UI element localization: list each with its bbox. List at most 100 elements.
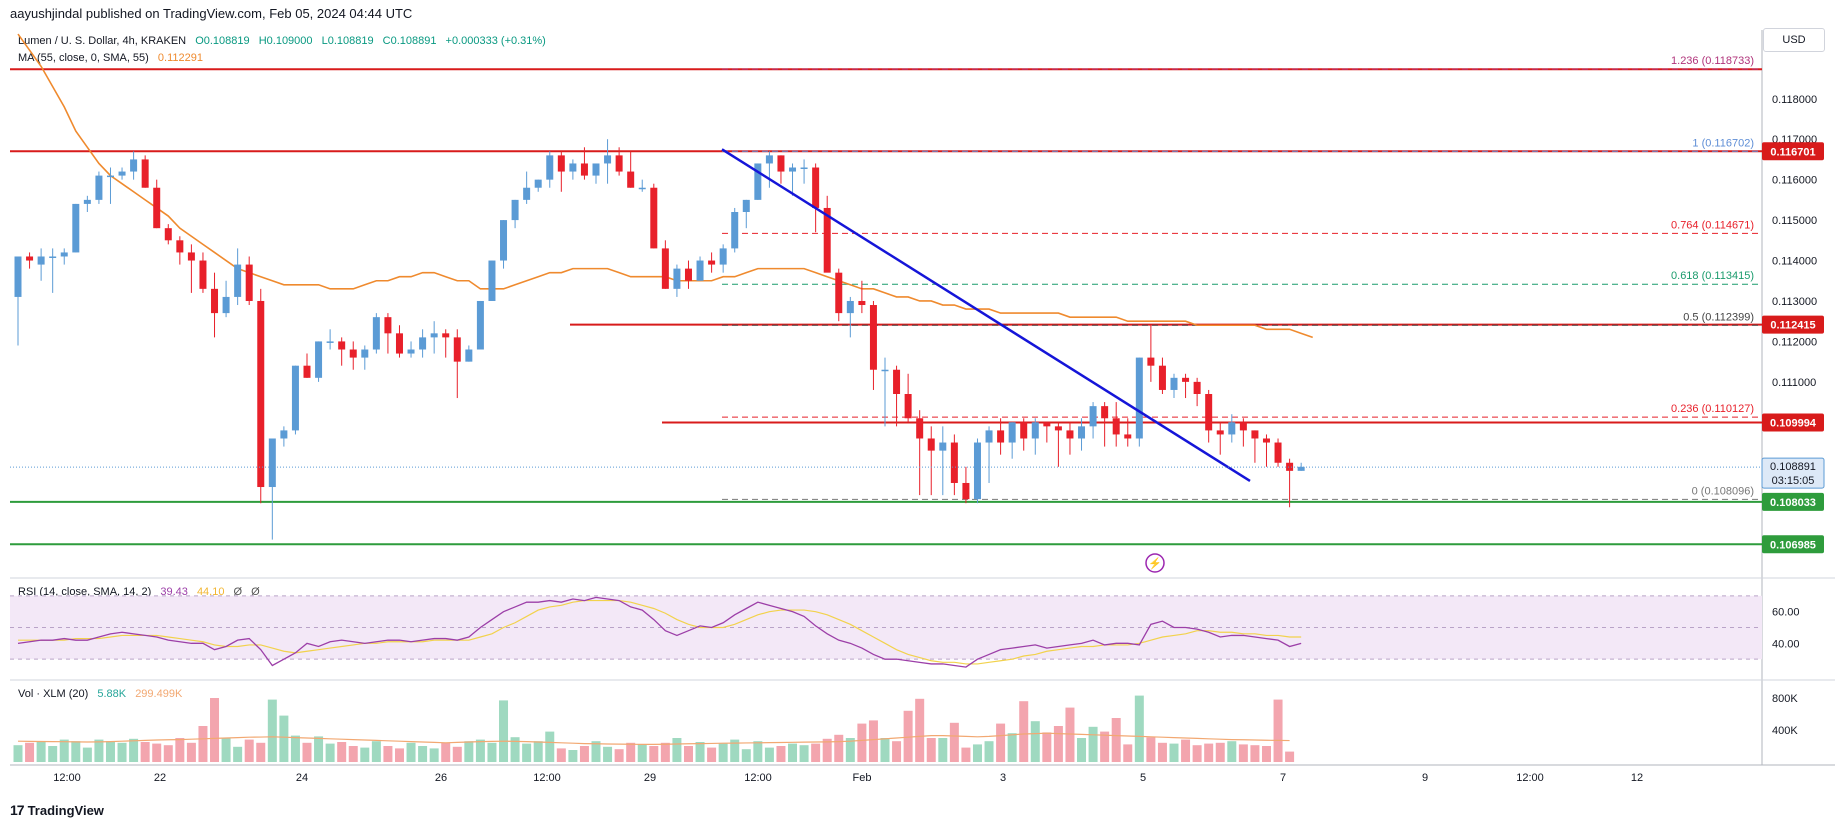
candle-body xyxy=(1124,434,1132,439)
volume-tick-label: 400K xyxy=(1772,725,1798,737)
candle-body xyxy=(118,171,126,176)
volume-bar xyxy=(753,741,763,762)
candle-body xyxy=(211,288,219,314)
candle-body xyxy=(823,207,831,273)
volume-bar xyxy=(1123,744,1133,762)
volume-bar xyxy=(348,746,358,762)
level-price-tag-text: 0.108033 xyxy=(1770,497,1816,509)
volume-bar xyxy=(314,736,324,762)
candle-body xyxy=(893,369,901,394)
tradingview-logo-icon: 17 xyxy=(10,802,25,818)
level-price-tag-text: 0.109994 xyxy=(1770,418,1817,430)
volume-bar xyxy=(1261,746,1271,762)
fib-level-label: 0.764 (0.114671) xyxy=(1671,219,1754,231)
candle-body xyxy=(1205,394,1213,431)
volume-bar xyxy=(1273,699,1283,762)
volume-bar xyxy=(1192,745,1202,762)
volume-bar xyxy=(140,742,150,762)
candle-body xyxy=(153,187,161,229)
ohlc-close: C0.108891 xyxy=(382,35,437,47)
candle-body xyxy=(962,482,970,500)
candle-body xyxy=(777,155,785,172)
volume-bar xyxy=(221,738,231,762)
price-tick-label: 0.116000 xyxy=(1772,175,1817,187)
candle-body xyxy=(754,163,762,200)
volume-bar xyxy=(394,748,404,762)
candle-body xyxy=(1239,422,1247,431)
candle-body xyxy=(95,175,103,200)
candle-body xyxy=(488,260,496,301)
volume-bar xyxy=(59,739,69,762)
candle-body xyxy=(950,442,958,483)
bar-countdown: 03:15:05 xyxy=(1772,475,1815,487)
volume-bar xyxy=(834,734,844,762)
volume-bar xyxy=(614,749,624,762)
volume-bar xyxy=(626,742,636,762)
rsi-value: 39.43 xyxy=(160,586,188,598)
volume-bar xyxy=(279,715,289,762)
time-tick-label: 12:00 xyxy=(744,772,772,784)
candle-body xyxy=(26,256,34,261)
volume-bar xyxy=(105,741,115,762)
candle-body xyxy=(1262,438,1270,443)
currency-button[interactable]: USD xyxy=(1763,28,1825,52)
candle-body xyxy=(1078,426,1086,439)
candle-body xyxy=(627,171,635,188)
volume-bar xyxy=(730,739,740,762)
volume-bar xyxy=(1227,741,1237,762)
time-tick-label: 12:00 xyxy=(533,772,561,784)
volume-bar xyxy=(210,698,220,762)
time-tick-label: 3 xyxy=(1000,772,1006,784)
volume-bar xyxy=(1030,721,1040,762)
volume-bar xyxy=(857,723,867,762)
volume-bar xyxy=(152,743,162,762)
volume-bar xyxy=(163,745,173,762)
candle-body xyxy=(176,240,184,253)
volume-bar xyxy=(695,742,705,762)
volume-bar xyxy=(487,742,497,762)
volume-bar xyxy=(1215,742,1225,762)
ohlc-open: O0.108819 xyxy=(195,35,250,47)
candle-body xyxy=(696,260,704,281)
candle-body xyxy=(14,256,22,297)
ohlc-change: +0.000333 (+0.31%) xyxy=(445,35,546,47)
candle-body xyxy=(453,337,461,362)
time-tick-label: 29 xyxy=(644,772,656,784)
candle-body xyxy=(1031,422,1039,439)
candle-body xyxy=(164,228,172,241)
candle-body xyxy=(361,349,369,358)
volume-bar xyxy=(510,737,520,762)
volume-bar xyxy=(822,738,832,762)
level-price-tag xyxy=(1762,413,1824,432)
volume-bar xyxy=(441,742,451,762)
candle-body xyxy=(708,260,716,265)
volume-bar xyxy=(452,746,462,762)
candle-body xyxy=(430,333,438,338)
trendline xyxy=(721,148,1251,483)
volume-bar xyxy=(556,748,566,762)
candle-body xyxy=(222,296,230,314)
volume-bar xyxy=(186,742,196,762)
volume-bar xyxy=(36,742,46,762)
candle-body xyxy=(638,187,646,190)
candle-body xyxy=(465,349,473,362)
volume-bar xyxy=(903,710,913,762)
volume-bar xyxy=(1111,718,1121,762)
volume-bar xyxy=(672,738,682,762)
candle-body xyxy=(731,212,739,249)
trendline-group[interactable]: ⚡ xyxy=(721,148,1251,573)
volume-bar xyxy=(175,738,185,762)
volume-bar xyxy=(660,742,670,762)
lightning-glyph: ⚡ xyxy=(1148,557,1162,570)
volume-bar xyxy=(1250,745,1260,762)
volume-bar xyxy=(25,742,35,762)
candle-body xyxy=(869,305,877,370)
volume-bar xyxy=(788,743,798,762)
fib-level-label: 0.618 (0.113415) xyxy=(1671,270,1754,282)
tradingview-logo[interactable]: 17 TradingView xyxy=(10,802,104,818)
candle-body xyxy=(1274,442,1282,463)
rsi-tick-label: 40.00 xyxy=(1772,638,1800,650)
candle-body xyxy=(684,268,692,281)
logo-text: TradingView xyxy=(27,802,104,818)
